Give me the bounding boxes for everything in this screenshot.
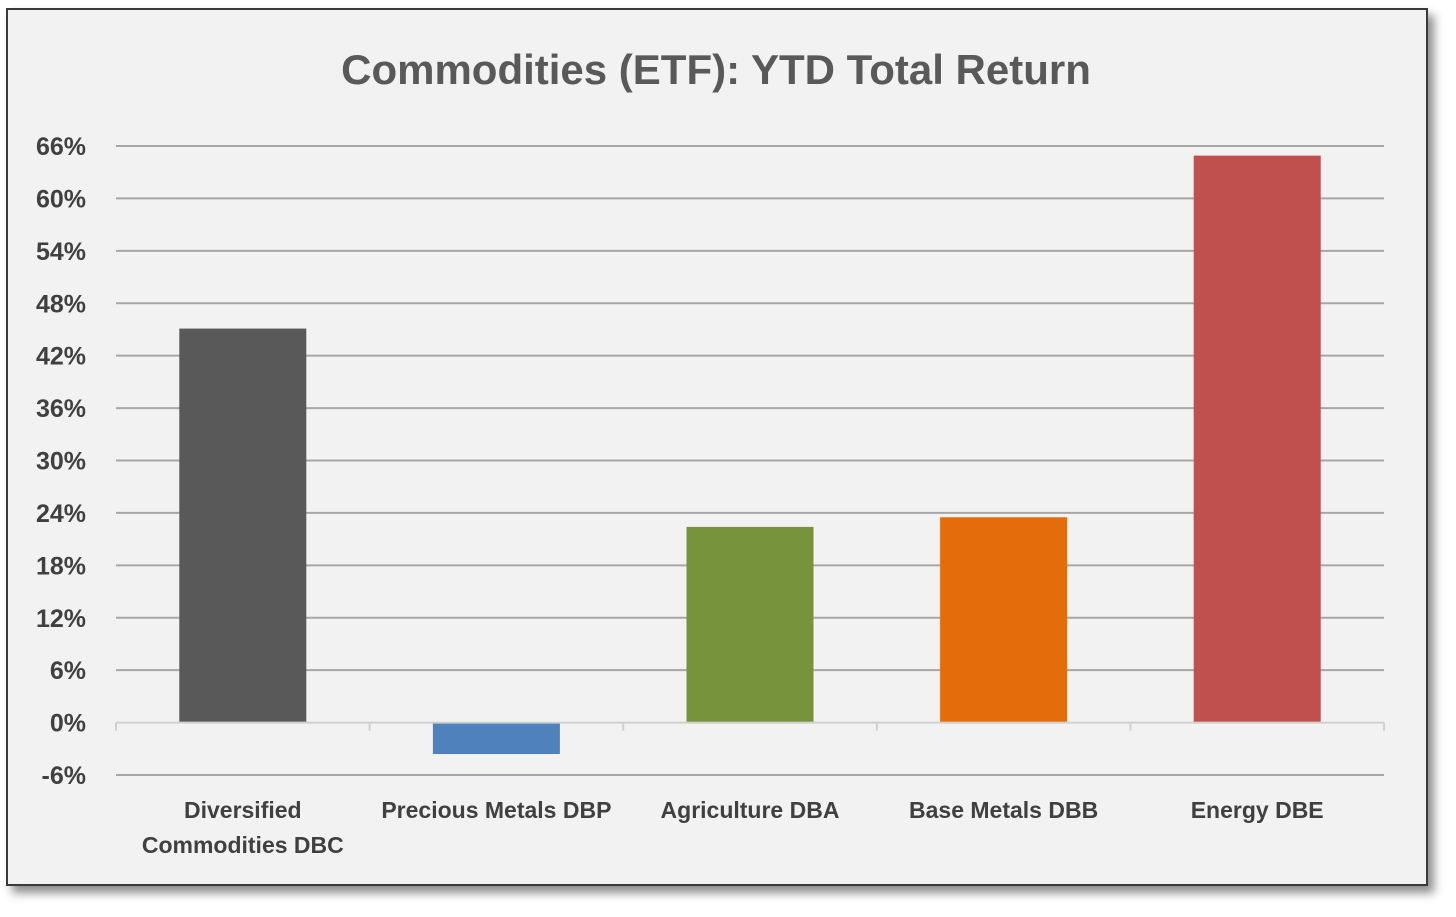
chart-title: Commodities (ETF): YTD Total Return: [341, 46, 1091, 93]
bar: [1193, 155, 1321, 723]
y-tick-label: 36%: [36, 395, 86, 423]
y-tick-label: 0%: [50, 710, 86, 738]
bar: [179, 328, 307, 723]
y-tick-label: 48%: [36, 290, 86, 318]
y-tick-label: 12%: [36, 605, 86, 633]
y-axis-ticks: -6% 0% 6% 12% 18% 24% 30% 36% 42% 48% 54% 60% 66%: [36, 133, 86, 790]
x-category-label: Base Metals DBB: [909, 797, 1098, 823]
y-tick-label: 54%: [36, 238, 86, 266]
y-tick-label: 6%: [50, 657, 86, 685]
bars: [179, 155, 1321, 755]
y-tick-label: 42%: [36, 343, 86, 371]
chart-frame: Commodities (ETF): YTD Total Return -6% 0…: [6, 8, 1428, 886]
x-category-label: Agriculture DBA: [661, 797, 840, 823]
bar: [686, 526, 814, 723]
gridlines: [116, 145, 1384, 776]
y-tick-label: 24%: [36, 500, 86, 528]
bar-chart: Commodities (ETF): YTD Total Return -6% 0…: [36, 46, 1385, 858]
y-tick-label: 18%: [36, 552, 86, 580]
y-tick-label: 66%: [36, 133, 86, 161]
x-category-label: Energy DBE: [1191, 797, 1324, 823]
bar: [432, 722, 560, 755]
bar: [940, 517, 1068, 723]
x-category-label: Diversified Commodities DBC: [142, 797, 344, 858]
x-category-label: Precious Metals DBP: [381, 797, 611, 823]
x-axis-labels: Diversified Commodities DBC Precious Metal…: [142, 797, 1324, 858]
y-tick-label: 60%: [36, 185, 86, 213]
x-axis: [115, 721, 1385, 731]
y-tick-label: -6%: [42, 762, 86, 790]
y-tick-label: 30%: [36, 448, 86, 476]
